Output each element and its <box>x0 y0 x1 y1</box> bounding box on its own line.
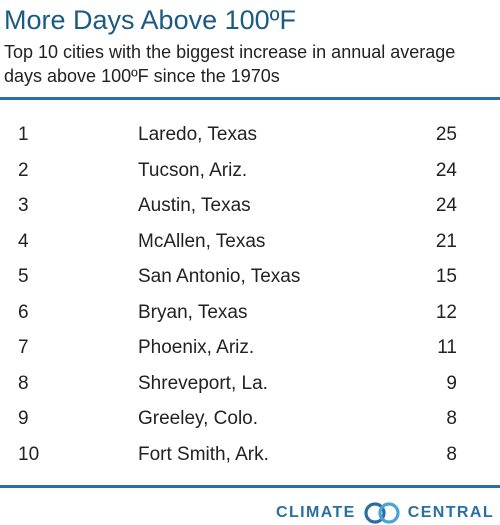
climate-central-logo-icon <box>364 501 400 524</box>
table-row: 7 Phoenix, Ariz. 11 <box>0 330 500 365</box>
brand-left-text: CLIMATE <box>276 503 356 521</box>
table-row: 2 Tucson, Ariz. 24 <box>0 153 500 188</box>
city-cell: Phoenix, Ariz. <box>138 337 255 358</box>
days-cell: 21 <box>435 230 457 252</box>
days-cell: 8 <box>446 408 457 429</box>
rank-cell: 4 <box>18 230 29 252</box>
rank-cell: 9 <box>18 408 29 429</box>
days-cell: 11 <box>437 337 457 358</box>
city-cell: Tucson, Ariz. <box>138 159 248 181</box>
table-row: 8 Shreveport, La. 9 <box>0 366 500 401</box>
rank-cell: 10 <box>18 443 40 465</box>
rank-cell: 6 <box>18 301 29 323</box>
city-cell: San Antonio, Texas <box>138 266 301 287</box>
table-row: 6 Bryan, Texas 12 <box>0 295 500 330</box>
city-cell: McAllen, Texas <box>138 230 266 252</box>
city-cell: Laredo, Texas <box>138 124 258 145</box>
days-cell: 8 <box>446 443 457 465</box>
brand-right-text: CENTRAL <box>407 503 494 521</box>
city-cell: Fort Smith, Ark. <box>138 443 269 465</box>
table-row: 1 Laredo, Texas 25 <box>0 117 500 152</box>
page-title: More Days Above 100ºF <box>4 5 297 35</box>
days-cell: 12 <box>435 301 457 323</box>
rank-cell: 8 <box>18 372 29 394</box>
table-row: 3 Austin, Texas 24 <box>0 188 500 223</box>
rank-cell: 2 <box>18 159 29 181</box>
city-cell: Shreveport, La. <box>138 372 268 394</box>
city-cell: Austin, Texas <box>138 195 251 216</box>
rank-cell: 7 <box>18 337 29 358</box>
bottom-divider <box>0 485 500 488</box>
top-divider <box>0 97 500 100</box>
table-row: 5 San Antonio, Texas 15 <box>0 259 500 294</box>
days-cell: 24 <box>435 195 457 216</box>
table-row: 4 McAllen, Texas 21 <box>0 224 500 259</box>
climate-central-logo: CLIMATE CENTRAL <box>276 500 494 525</box>
table-row: 9 Greeley, Colo. 8 <box>0 401 500 436</box>
page-subtitle: Top 10 cities with the biggest increase … <box>4 42 456 86</box>
rank-cell: 5 <box>18 266 29 287</box>
days-cell: 24 <box>435 159 457 181</box>
days-cell: 9 <box>446 372 457 394</box>
table-row: 10 Fort Smith, Ark. 8 <box>0 437 500 472</box>
city-cell: Bryan, Texas <box>138 301 248 323</box>
rank-cell: 3 <box>18 195 29 216</box>
header: More Days Above 100ºF Top 10 cities with… <box>0 0 500 92</box>
days-cell: 15 <box>435 266 457 287</box>
city-cell: Greeley, Colo. <box>138 408 259 429</box>
days-cell: 25 <box>435 124 457 145</box>
rank-cell: 1 <box>18 124 29 145</box>
